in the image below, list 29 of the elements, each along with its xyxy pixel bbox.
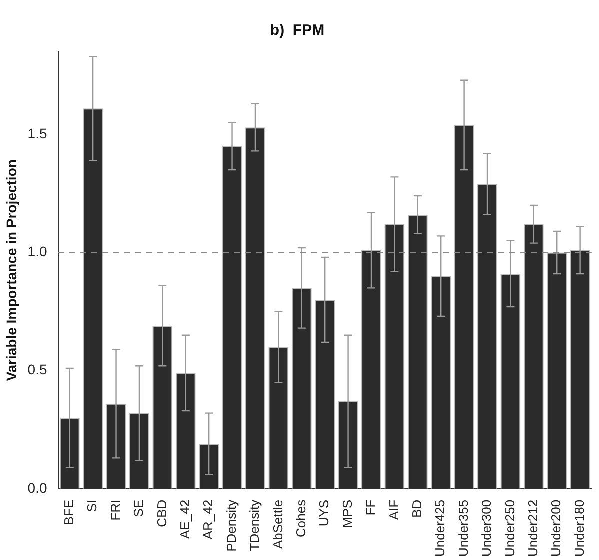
- x-tick-label: Under425: [432, 500, 448, 558]
- x-tick-label: SI: [84, 500, 100, 512]
- x-tick-label: AbSettle: [270, 500, 286, 550]
- x-tick-label: BD: [409, 500, 424, 518]
- x-tick-label: Under300: [479, 500, 494, 558]
- x-tick-label: Under355: [456, 500, 471, 558]
- x-tick-label: MPS: [340, 500, 355, 528]
- x-tick-label: FRI: [108, 500, 123, 521]
- x-tick-label: BFE: [61, 500, 76, 526]
- chart-title: b) FPM: [270, 22, 325, 40]
- y-tick-label: 0.5: [28, 362, 48, 378]
- x-tick-label: Under212: [525, 500, 540, 558]
- x-tick-label: AIF: [386, 500, 402, 520]
- x-tick-label: AR_42: [200, 500, 216, 540]
- x-tick-label: Cohes: [293, 499, 308, 538]
- x-tick-label: PDensity: [224, 499, 239, 552]
- y-tick-label: 1.0: [28, 244, 48, 260]
- x-tick-label: Under180: [572, 500, 587, 558]
- x-tick-label: AE_42: [177, 500, 192, 539]
- x-tick-label: Under250: [502, 500, 518, 558]
- y-axis-title: Variable Importance in Projection: [3, 160, 20, 382]
- y-tick-label: 0.0: [28, 480, 48, 496]
- x-tick-label: Under200: [548, 500, 564, 558]
- x-tick-label: SE: [131, 500, 146, 518]
- x-tick-label: CBD: [154, 500, 170, 528]
- y-tick-label: 1.5: [28, 126, 48, 142]
- x-tick-label: TDensity: [247, 499, 262, 552]
- x-tick-label: FF: [363, 500, 378, 516]
- x-tick-label: UYS: [316, 500, 332, 527]
